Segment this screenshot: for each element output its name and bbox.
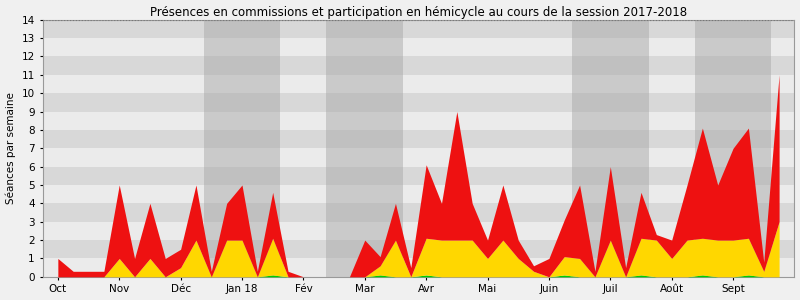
Bar	[42, 130, 794, 148]
Bar	[42, 112, 794, 130]
Bar	[204, 20, 280, 277]
Bar	[42, 148, 794, 166]
Bar	[42, 240, 794, 258]
Bar	[42, 222, 794, 240]
Title: Présences en commissions et participation en hémicycle au cours de la session 20: Présences en commissions et participatio…	[150, 6, 687, 19]
Bar	[572, 20, 649, 277]
Bar	[42, 258, 794, 277]
Bar	[694, 20, 771, 277]
Y-axis label: Séances par semaine: Séances par semaine	[6, 92, 16, 204]
Bar	[326, 20, 403, 277]
Bar	[42, 185, 794, 203]
Bar	[42, 203, 794, 222]
Bar	[42, 167, 794, 185]
Bar	[42, 56, 794, 75]
Bar	[42, 93, 794, 112]
Bar	[42, 20, 794, 38]
Bar	[42, 38, 794, 56]
Bar	[42, 75, 794, 93]
